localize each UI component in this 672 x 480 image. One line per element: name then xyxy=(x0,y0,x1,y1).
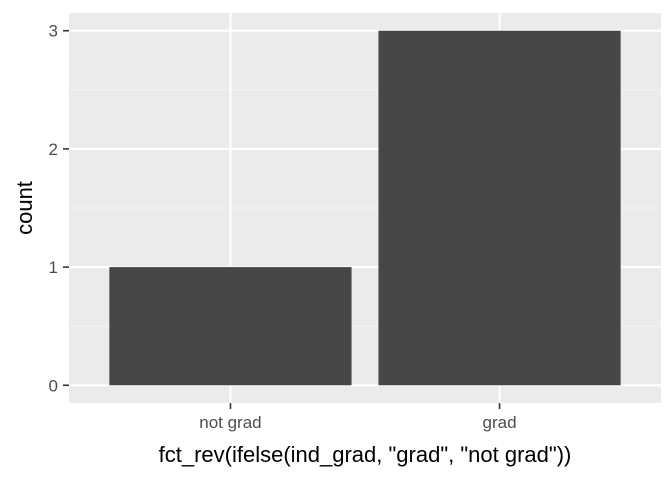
x-tick-label: grad xyxy=(483,413,517,432)
y-tick-label: 2 xyxy=(49,140,58,159)
bar-not-grad xyxy=(109,267,352,386)
y-axis: 0 1 2 3 xyxy=(49,22,69,395)
bar-grad xyxy=(378,30,621,386)
x-tick-label: not grad xyxy=(199,413,261,432)
y-tick-label: 3 xyxy=(49,22,58,41)
y-tick-label: 0 xyxy=(49,376,58,395)
y-axis-title: count xyxy=(12,181,37,235)
x-axis: not grad grad xyxy=(199,403,517,432)
y-tick-label: 1 xyxy=(49,258,58,277)
x-axis-title: fct_rev(ifelse(ind_grad, "grad", "not gr… xyxy=(159,442,572,467)
bars xyxy=(109,30,621,386)
